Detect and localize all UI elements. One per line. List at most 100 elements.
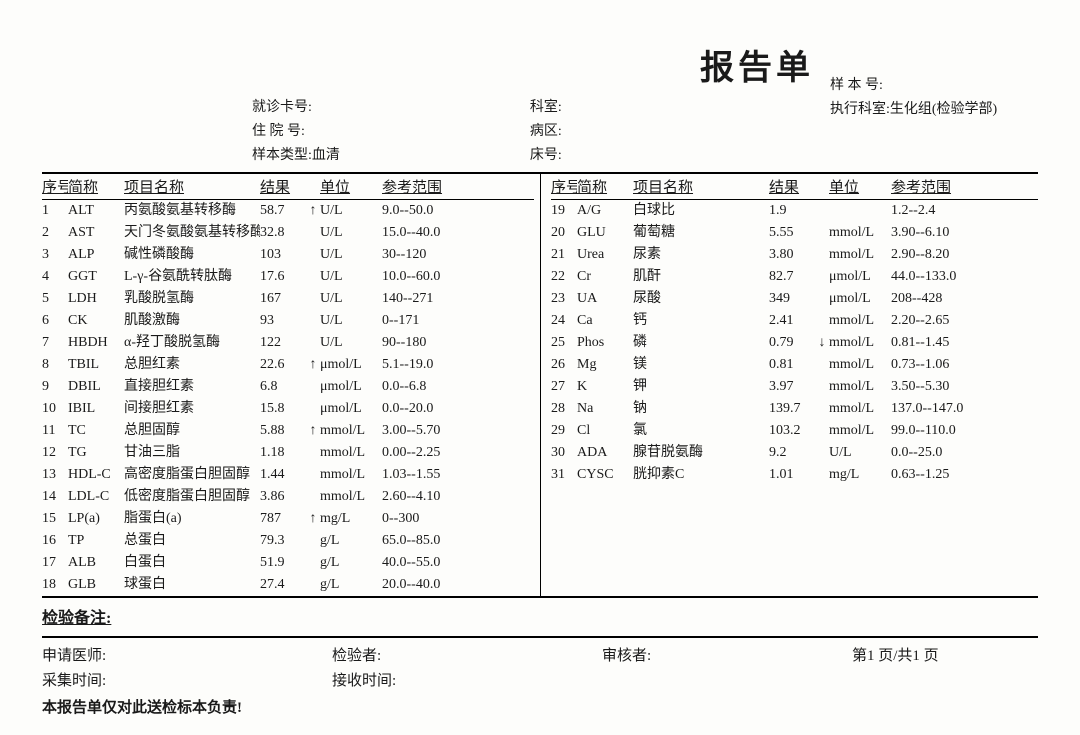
cell-abbr: Na — [577, 398, 633, 420]
cell-name: 乳酸脱氢酶 — [124, 288, 260, 310]
cell-ref: 20.0--40.0 — [382, 574, 502, 596]
result-row: 2AST天门冬氨酸氨基转移酶32.8U/L15.0--40.0 — [42, 222, 534, 244]
result-row: 15LP(a)脂蛋白(a)787↑mg/L0--300 — [42, 508, 534, 530]
cell-name: 钠 — [633, 398, 769, 420]
cell-flag — [815, 442, 829, 464]
cell-abbr: Cl — [577, 420, 633, 442]
results-table: 序号 简称 项目名称 结果 单位 参考范围 1ALT丙氨酸氨基转移酶58.7↑U… — [42, 174, 1038, 598]
cell-flag — [306, 376, 320, 398]
recv-time: 接收时间: — [332, 669, 602, 690]
cell-ref: 30--120 — [382, 244, 502, 266]
result-row: 25Phos磷0.79↓mmol/L0.81--1.45 — [551, 332, 1038, 354]
cell-ref: 1.03--1.55 — [382, 464, 502, 486]
cell-result: 58.7 — [260, 200, 306, 222]
cell-abbr: LDH — [68, 288, 124, 310]
result-row: 14LDL-C低密度脂蛋白胆固醇3.86mmol/L2.60--4.10 — [42, 486, 534, 508]
cell-ref: 0.81--1.45 — [891, 332, 1011, 354]
cell-ref: 2.20--2.65 — [891, 310, 1011, 332]
cell-abbr: AST — [68, 222, 124, 244]
cell-flag — [306, 486, 320, 508]
cell-idx: 29 — [551, 420, 577, 442]
cell-abbr: GLB — [68, 574, 124, 596]
cell-result: 1.9 — [769, 200, 815, 222]
header-left: 就诊卡号: 住 院 号: 样本类型:血清 — [252, 96, 340, 168]
cell-idx: 26 — [551, 354, 577, 376]
cell-idx: 2 — [42, 222, 68, 244]
cell-unit: mmol/L — [829, 420, 891, 442]
cell-idx: 1 — [42, 200, 68, 222]
cell-name: 钙 — [633, 310, 769, 332]
cell-name: 磷 — [633, 332, 769, 354]
cell-unit: mg/L — [320, 508, 382, 530]
cell-result: 15.8 — [260, 398, 306, 420]
cell-flag — [306, 552, 320, 574]
cell-unit: U/L — [829, 442, 891, 464]
sample-type-label: 样本类型: — [252, 148, 312, 163]
cell-name: α-羟丁酸脱氢酶 — [124, 332, 260, 354]
cell-name: 碱性磷酸酶 — [124, 244, 260, 266]
result-row: 8TBIL总胆红素22.6↑μmol/L5.1--19.0 — [42, 354, 534, 376]
result-row: 6CK肌酸激酶93U/L0--171 — [42, 310, 534, 332]
cell-idx: 24 — [551, 310, 577, 332]
cell-flag — [815, 288, 829, 310]
cell-result: 17.6 — [260, 266, 306, 288]
footer: 申请医师: 检验者: 审核者: 第1 页/共1 页 采集时间: 接收时间: — [42, 636, 1038, 690]
cell-idx: 5 — [42, 288, 68, 310]
cell-name: 葡萄糖 — [633, 222, 769, 244]
cell-name: 低密度脂蛋白胆固醇 — [124, 486, 260, 508]
col-flag — [815, 176, 829, 197]
page-number: 第1 页/共1 页 — [852, 644, 1032, 665]
cell-result: 0.81 — [769, 354, 815, 376]
cell-result: 3.80 — [769, 244, 815, 266]
cell-flag — [306, 244, 320, 266]
cell-result: 6.8 — [260, 376, 306, 398]
report-title: 报告单 — [700, 40, 814, 89]
cell-idx: 4 — [42, 266, 68, 288]
cell-ref: 9.0--50.0 — [382, 200, 502, 222]
cell-unit: μmol/L — [320, 398, 382, 420]
cell-idx: 6 — [42, 310, 68, 332]
report-page: 报告单 就诊卡号: 住 院 号: 样本类型:血清 科室: 病区: 床号: 样 本… — [0, 0, 1080, 717]
col-res: 结果 — [260, 176, 306, 197]
cell-flag — [306, 442, 320, 464]
cell-result: 103.2 — [769, 420, 815, 442]
result-row: 1ALT丙氨酸氨基转移酶58.7↑U/L9.0--50.0 — [42, 200, 534, 222]
cell-idx: 18 — [42, 574, 68, 596]
cell-result: 103 — [260, 244, 306, 266]
cell-abbr: Ca — [577, 310, 633, 332]
cell-abbr: GLU — [577, 222, 633, 244]
cell-name: 天门冬氨酸氨基转移酶 — [124, 222, 260, 244]
cell-name: 白蛋白 — [124, 552, 260, 574]
cell-name: 总蛋白 — [124, 530, 260, 552]
cell-unit: U/L — [320, 222, 382, 244]
results-right: 序号 简称 项目名称 结果 单位 参考范围 19A/G白球比1.91.2--2.… — [540, 174, 1038, 596]
cell-flag — [815, 310, 829, 332]
cell-unit: U/L — [320, 200, 382, 222]
result-row: 17ALB白蛋白51.9g/L40.0--55.0 — [42, 552, 534, 574]
cell-ref: 3.90--6.10 — [891, 222, 1011, 244]
cell-result: 3.86 — [260, 486, 306, 508]
cell-abbr: HDL-C — [68, 464, 124, 486]
cell-abbr: Urea — [577, 244, 633, 266]
cell-abbr: HBDH — [68, 332, 124, 354]
cell-abbr: Phos — [577, 332, 633, 354]
disclaimer: 本报告单仅对此送检标本负责! — [42, 696, 1038, 717]
cell-name: 丙氨酸氨基转移酶 — [124, 200, 260, 222]
result-row: 12TG甘油三脂1.18mmol/L0.00--2.25 — [42, 442, 534, 464]
cell-idx: 23 — [551, 288, 577, 310]
cell-name: 镁 — [633, 354, 769, 376]
exec-dept: 执行科室:生化组(检验学部) — [830, 98, 997, 122]
cell-abbr: IBIL — [68, 398, 124, 420]
cell-idx: 19 — [551, 200, 577, 222]
cell-unit: mmol/L — [320, 442, 382, 464]
header-block: 就诊卡号: 住 院 号: 样本类型:血清 科室: 病区: 床号: 样 本 号: … — [42, 96, 1038, 168]
cell-idx: 15 — [42, 508, 68, 530]
cell-ref: 208--428 — [891, 288, 1011, 310]
cell-name: 总胆固醇 — [124, 420, 260, 442]
cell-flag: ↑ — [306, 508, 320, 530]
cell-flag — [815, 420, 829, 442]
cell-flag — [815, 354, 829, 376]
cell-abbr: Cr — [577, 266, 633, 288]
cell-flag: ↑ — [306, 354, 320, 376]
col-ref: 参考范围 — [891, 176, 1011, 197]
